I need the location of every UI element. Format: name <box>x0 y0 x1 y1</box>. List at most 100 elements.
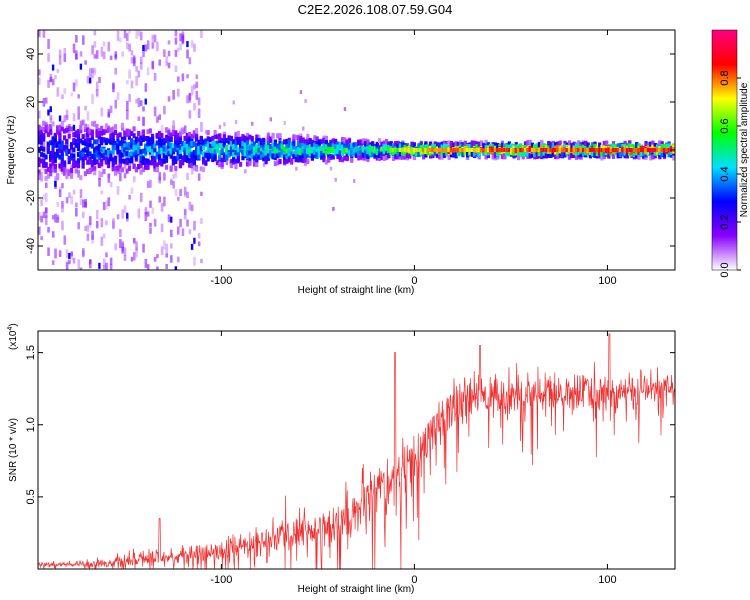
spectrogram-cell <box>361 138 365 144</box>
spectrogram-cell <box>116 138 120 144</box>
spectrogram-cell <box>132 163 136 169</box>
spectrogram-cell <box>271 133 275 139</box>
spectrogram-cell <box>630 143 634 149</box>
spectrogram-cell <box>47 79 50 88</box>
spectrogram-cell <box>69 173 74 179</box>
spectrogram-cell <box>70 148 74 155</box>
spectrogram-cell <box>401 148 405 152</box>
spectrogram-cell <box>424 152 428 158</box>
spectrogram-cell <box>343 147 347 153</box>
spectrogram-cell <box>398 151 403 157</box>
spectrogram-cell <box>100 217 104 228</box>
spectrogram-cell <box>537 148 541 152</box>
spectrogram-cell <box>56 68 60 73</box>
spectrogram-cell <box>296 154 301 160</box>
spectrogram-cell <box>234 158 238 164</box>
spectrogram-cell <box>102 168 106 174</box>
spectrogram-cell <box>38 139 41 145</box>
spectrogram-cell <box>649 155 653 161</box>
spectrogram-cell <box>54 248 57 258</box>
spectrogram-cell <box>58 55 62 65</box>
spectrogram-cell <box>466 152 470 158</box>
spectrogram-cell <box>132 143 136 149</box>
spectrogram-cell <box>229 140 233 146</box>
spectrogram-cell <box>111 157 115 163</box>
spectrogram-cell <box>104 124 108 130</box>
spectrogram-cell <box>468 148 472 152</box>
spectrogram-cell <box>371 147 375 153</box>
spectrogram-cell <box>285 148 289 154</box>
spectrogram-cell <box>225 138 229 144</box>
spectrogram-cell <box>289 145 294 151</box>
spectrogram-cell <box>179 43 182 51</box>
spectrogram-cell <box>250 148 254 154</box>
spectrogram-cell <box>60 152 64 158</box>
spectrogram-cell <box>76 136 81 142</box>
spectrogram-cell <box>157 148 162 154</box>
spectrogram-cell <box>669 149 674 155</box>
spectrogram-cell <box>649 141 653 147</box>
spectrogram-cell <box>146 163 150 169</box>
spectrogram-cell <box>190 165 194 175</box>
spectrogram-cell <box>218 162 222 168</box>
spectrogram-cell <box>299 143 303 149</box>
spectrogram-cell <box>132 148 136 154</box>
spectrogram-cell <box>123 151 127 157</box>
spectrogram-cell <box>540 148 544 152</box>
spectrogram-cell <box>51 215 55 220</box>
spectrogram-cell <box>354 147 359 153</box>
spectrogram-cell <box>364 149 368 155</box>
spectrogram-cell <box>60 149 64 155</box>
spectrogram-cell <box>245 132 250 138</box>
spectrogram-cell <box>97 145 101 151</box>
spectrogram-cell <box>102 265 106 270</box>
spectrogram-cell <box>112 83 115 90</box>
spectrogram-cell <box>215 147 220 153</box>
spectrogram-cell <box>139 163 143 169</box>
spectrogram-cell <box>438 142 442 148</box>
spectrogram-cell <box>322 153 326 159</box>
spectrogram-cell <box>296 135 301 141</box>
spectrogram-cell <box>153 34 157 43</box>
spectrogram-cell <box>119 239 122 249</box>
spectrogram-cell <box>614 150 618 156</box>
spectrogram-cell <box>625 148 629 152</box>
spectrogram-cell <box>347 143 352 149</box>
spectrogram-cell <box>304 99 307 104</box>
spectrogram-cell <box>285 158 289 164</box>
spectrogram-cell <box>160 246 164 256</box>
spectrogram-cell <box>324 139 328 145</box>
spectrogram-cell <box>162 158 166 164</box>
spectrogram-cell <box>164 134 169 140</box>
spectrogram-cell <box>67 170 71 176</box>
spectrogram-cell <box>510 148 514 152</box>
spectrogram-cell <box>72 82 76 92</box>
spectrogram-cell <box>234 149 238 155</box>
spectrogram-cell <box>329 143 333 149</box>
spectrogram-cell <box>120 146 125 152</box>
spectrogram-cell <box>387 144 391 150</box>
spectrogram-cell <box>435 152 440 158</box>
spectrogram-cell <box>109 139 113 145</box>
spectrogram-cell <box>123 135 127 141</box>
spectrogram-cell <box>169 148 173 154</box>
spectrogram-cell <box>570 148 574 152</box>
spectrogram-cell <box>63 48 67 57</box>
spectrogram-cell <box>160 146 164 152</box>
spectrogram-cell <box>53 137 57 143</box>
spectrogram-cell <box>208 153 213 159</box>
spectrogram-cell <box>137 137 141 143</box>
spectrogram-cell <box>201 156 206 162</box>
spectrogram-cell <box>352 142 356 148</box>
spectrogram-cell <box>137 164 141 170</box>
spectrogram-cell <box>403 148 407 152</box>
spectrogram-cell <box>40 199 43 206</box>
spectrogram-cell <box>74 161 78 167</box>
spectrogram-cell <box>125 142 129 148</box>
spectrogram-cell <box>116 214 120 220</box>
spectrogram-cell <box>322 143 326 149</box>
spectrogram-cell <box>170 178 173 185</box>
spectrogram-cell <box>188 201 192 211</box>
spectrogram-cell <box>190 154 194 160</box>
spectrogram-cell <box>113 165 118 171</box>
